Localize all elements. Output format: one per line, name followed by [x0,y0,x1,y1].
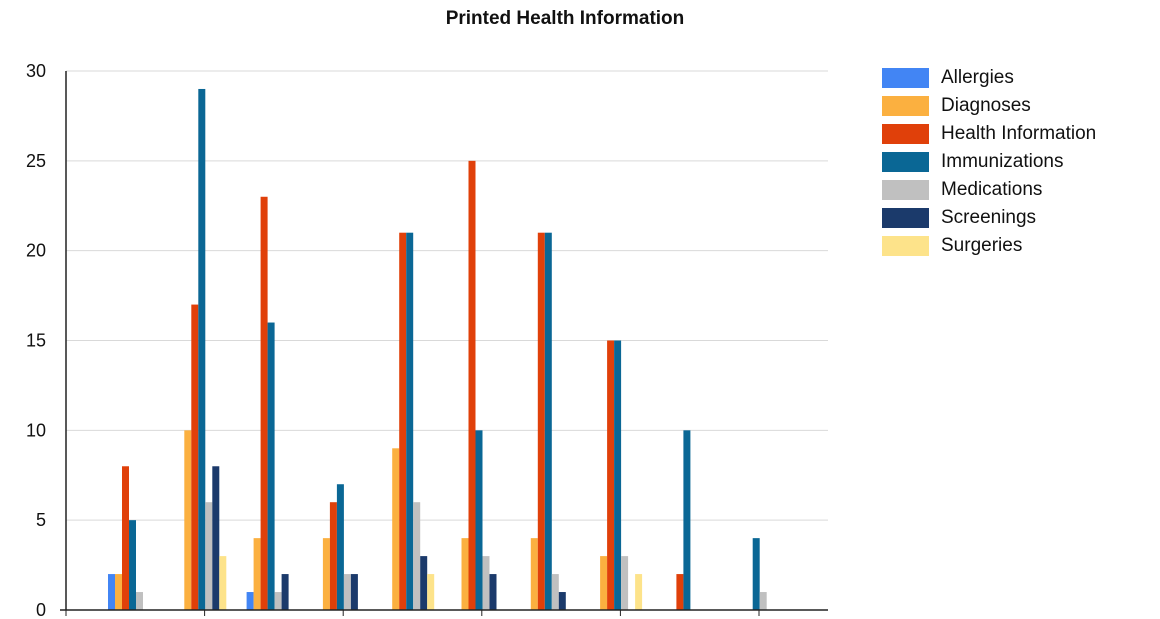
bar-surgeries [219,556,227,610]
bar-immunizations [752,538,760,610]
bar-health-information [191,304,199,610]
legend-swatch [882,152,929,172]
bar-screenings [420,556,428,610]
legend-swatch [882,96,929,116]
bar-health-information [537,232,545,610]
bar-immunizations [544,232,552,610]
bar-health-information [122,466,129,610]
bar-health-information [399,232,407,610]
y-tick-label: 20 [26,241,46,261]
bar-medications [343,574,351,610]
bar-immunizations [406,232,414,610]
legend-label: Allergies [941,67,1014,88]
legend-item: Medications [882,176,1096,204]
legend: Allergies Diagnoses Health Information Immu… [882,64,1096,260]
legend-swatch [882,208,929,228]
legend-label: Surgeries [941,235,1023,256]
bar-diagnoses [253,538,261,610]
bar-immunizations [267,322,275,610]
bars [108,88,767,611]
bar-immunizations [614,340,622,610]
bar-immunizations [683,430,691,610]
bar-diagnoses [600,556,608,610]
y-tick-label: 15 [26,331,46,351]
legend-label: Screenings [941,207,1037,228]
bar-diagnoses [461,538,469,610]
bar-diagnoses [322,538,330,610]
bar-diagnoses [392,448,400,610]
legend-swatch [882,236,929,256]
bar-medications [205,502,213,610]
legend-item: Health Information [882,120,1096,148]
chart-title: Printed Health Information [445,8,685,29]
bar-allergies [246,592,254,610]
bar-immunizations [198,88,206,610]
bar-medications [136,592,143,610]
legend-swatch [882,124,929,144]
bar-medications [482,556,490,610]
y-tick-label: 30 [26,61,46,81]
bar-immunizations [129,520,136,610]
bar-health-information [260,196,268,610]
legend-label: Diagnoses [941,95,1031,116]
legend-item: Diagnoses [882,92,1096,120]
bar-health-information [607,340,615,610]
bar-medications [621,556,629,610]
y-tick-label: 10 [26,420,46,440]
y-tick-label: 5 [36,510,46,530]
bar-surgeries [427,574,435,610]
legend-label: Medications [941,179,1043,200]
bar-health-information [676,574,684,610]
legend-item: Screenings [882,204,1096,232]
bar-screenings [212,466,220,610]
y-tick-label: 25 [26,151,46,171]
legend-label: Health Information [941,123,1097,144]
gridlines [66,70,828,521]
bar-medications [413,502,421,610]
bar-screenings [350,574,358,610]
bar-health-information [329,502,337,610]
y-tick-label: 0 [36,600,46,619]
bar-medications [551,574,559,610]
bar-medications [759,592,767,610]
bar-screenings [558,592,566,610]
legend-item: Allergies [882,64,1096,92]
legend-swatch [882,68,929,88]
bar-surgeries [635,574,643,610]
bar-immunizations [336,484,344,610]
axes: 0 5 10 15 20 25 30 [26,61,828,619]
bar-diagnoses [530,538,538,610]
bar-diagnoses [184,430,192,610]
bar-health-information [468,160,476,611]
bar-allergies [108,574,115,610]
legend-label: Immunizations [941,151,1064,172]
legend-item: Immunizations [882,148,1096,176]
bar-screenings [489,574,497,610]
bar-diagnoses [115,574,122,610]
bar-medications [274,592,282,610]
bar-immunizations [475,430,483,610]
legend-item: Surgeries [882,232,1096,260]
bar-screenings [281,574,289,610]
legend-swatch [882,180,929,200]
